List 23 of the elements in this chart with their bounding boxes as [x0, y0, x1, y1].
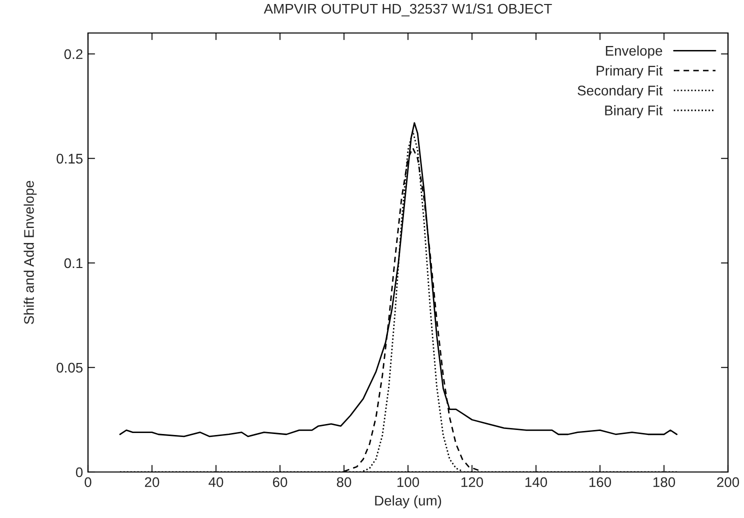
- x-tick-label: 160: [589, 477, 612, 488]
- x-tick-label: 60: [272, 477, 288, 488]
- y-tick-label: 0.2: [64, 49, 82, 60]
- x-tick-label: 100: [397, 477, 420, 488]
- y-tick-label: 0.05: [56, 362, 83, 373]
- x-tick-label: 200: [717, 477, 740, 488]
- legend-label: Primary Fit: [596, 65, 663, 78]
- x-tick-label: 80: [336, 477, 352, 488]
- chart-title: AMPVIR OUTPUT HD_32537 W1/S1 OBJECT: [264, 3, 552, 16]
- y-axis-title: Shift and Add Envelope: [24, 180, 37, 324]
- x-axis-title: Delay (um): [375, 495, 442, 508]
- legend-label: Binary Fit: [605, 105, 663, 118]
- legend-label: Secondary Fit: [578, 85, 663, 98]
- x-tick-label: 20: [144, 477, 160, 488]
- y-tick-label: 0.15: [56, 154, 83, 164]
- x-tick-label: 0: [84, 477, 92, 488]
- y-tick-label: 0.1: [64, 258, 82, 268]
- x-tick-label: 120: [461, 477, 484, 488]
- x-tick-label: 140: [525, 477, 548, 488]
- x-tick-label: 180: [653, 477, 676, 488]
- y-tick-label: 0: [76, 467, 83, 478]
- x-tick-label: 40: [208, 477, 224, 488]
- legend-label: Envelope: [606, 46, 662, 58]
